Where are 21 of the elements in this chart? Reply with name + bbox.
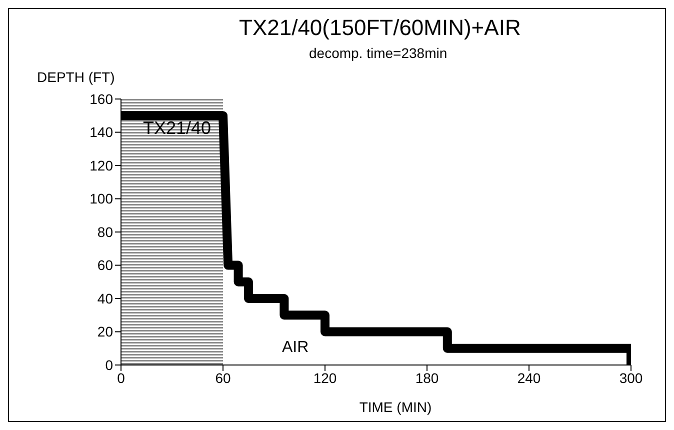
band-label: TX21/40 bbox=[143, 118, 212, 138]
x-tick-label: 180 bbox=[415, 370, 439, 386]
x-tick-label: 120 bbox=[313, 370, 337, 386]
x-tick-label: 240 bbox=[517, 370, 541, 386]
y-tick-label: 20 bbox=[97, 324, 114, 340]
y-tick-label: 160 bbox=[90, 90, 114, 107]
y-tick-label: 140 bbox=[90, 124, 114, 140]
annotation: AIR bbox=[282, 339, 309, 357]
x-tick-label: 0 bbox=[117, 370, 126, 386]
y-tick-label: 60 bbox=[97, 257, 114, 274]
y-axis-title: DEPTH (FT) bbox=[37, 69, 115, 85]
chart-title: TX21/40(150FT/60MIN)+AIR bbox=[239, 15, 521, 41]
y-tick-label: 0 bbox=[105, 356, 114, 373]
y-tick-label: 100 bbox=[90, 190, 114, 207]
x-tick-label: 300 bbox=[619, 370, 643, 386]
x-axis-title: TIME (MIN) bbox=[359, 399, 432, 415]
chart-subtitle: decomp. time=238min bbox=[309, 45, 448, 61]
y-tick-label: 120 bbox=[90, 157, 114, 174]
x-tick-label: 60 bbox=[215, 370, 231, 386]
y-tick-label: 40 bbox=[97, 290, 114, 306]
y-tick-label: 80 bbox=[97, 224, 114, 240]
